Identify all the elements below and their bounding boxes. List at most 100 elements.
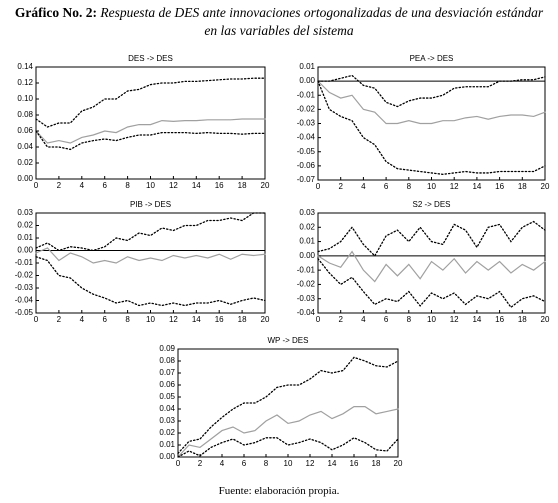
- x-tick-label: 10: [146, 315, 155, 324]
- y-tick-label: 0.01: [17, 233, 33, 242]
- y-tick-label: 0.14: [17, 62, 33, 71]
- x-tick-label: 10: [146, 181, 155, 190]
- y-tick-label: 0.09: [159, 344, 175, 353]
- y-tick-label: -0.02: [297, 104, 316, 113]
- x-tick-label: 18: [238, 181, 247, 190]
- x-tick-label: 0: [34, 181, 39, 190]
- x-tick-label: 20: [541, 315, 550, 324]
- y-tick-label: 0.00: [299, 76, 315, 85]
- series-line: [317, 74, 546, 108]
- y-tick-label: 0.03: [17, 208, 33, 217]
- x-tick-label: 14: [328, 459, 337, 468]
- y-tick-label: 0.01: [159, 440, 175, 449]
- x-tick-label: 20: [394, 459, 403, 468]
- y-tick-label: 0.02: [17, 158, 33, 167]
- x-tick-label: 0: [176, 459, 181, 468]
- x-tick-label: 8: [407, 315, 412, 324]
- x-tick-label: 6: [384, 182, 389, 191]
- x-tick-label: 12: [169, 315, 178, 324]
- series-line: [317, 80, 546, 125]
- y-tick-label: 0.08: [159, 356, 175, 365]
- x-tick-label: 6: [102, 315, 107, 324]
- x-tick-label: 2: [198, 459, 203, 468]
- x-tick-label: 4: [80, 315, 85, 324]
- y-tick-label: -0.01: [15, 258, 34, 267]
- figure-label: Gráfico No. 2:: [14, 5, 97, 20]
- series-line: [177, 437, 399, 458]
- y-tick-label: -0.04: [297, 133, 316, 142]
- y-tick-label: -0.03: [297, 294, 316, 303]
- y-tick-label: 0.07: [159, 368, 175, 377]
- figure-source: Fuente: elaboración propia.: [218, 485, 340, 497]
- x-tick-label: 2: [338, 315, 343, 324]
- y-tick-label: 0.06: [17, 126, 33, 135]
- y-tick-label: 0.00: [159, 452, 175, 461]
- series-line: [35, 130, 266, 151]
- x-tick-label: 8: [407, 182, 412, 191]
- x-tick-label: 20: [541, 182, 550, 191]
- x-tick-label: 8: [125, 181, 130, 190]
- panel-title: PIB -> DES: [130, 200, 171, 209]
- series-line: [317, 250, 546, 283]
- y-tick-label: -0.04: [297, 308, 316, 317]
- y-tick-label: -0.01: [297, 265, 316, 274]
- y-tick-label: 0.12: [17, 78, 33, 87]
- x-tick-label: 18: [372, 459, 381, 468]
- y-tick-label: 0.00: [17, 174, 33, 183]
- x-tick-label: 8: [125, 315, 130, 324]
- series-line: [35, 212, 266, 252]
- x-tick-label: 16: [215, 181, 224, 190]
- series-line: [317, 220, 546, 257]
- series-line: [35, 77, 266, 128]
- series-line: [35, 247, 266, 264]
- y-tick-label: -0.01: [297, 90, 316, 99]
- x-tick-label: 12: [450, 315, 459, 324]
- x-tick-label: 20: [261, 181, 270, 190]
- x-tick-label: 8: [264, 459, 269, 468]
- x-tick-label: 0: [316, 315, 321, 324]
- y-tick-label: -0.05: [297, 147, 316, 156]
- y-tick-label: -0.04: [15, 296, 34, 305]
- series-line: [177, 356, 399, 455]
- x-tick-label: 0: [34, 315, 39, 324]
- y-tick-label: 0.00: [299, 251, 315, 260]
- series-line: [35, 256, 266, 307]
- y-tick-label: 0.03: [299, 208, 315, 217]
- y-tick-label: -0.05: [15, 308, 34, 317]
- x-tick-label: 12: [306, 459, 315, 468]
- x-tick-label: 16: [495, 315, 504, 324]
- figure-caption-text: Respuesta de DES ante innovaciones ortog…: [100, 5, 544, 38]
- x-tick-label: 18: [238, 315, 247, 324]
- x-tick-label: 2: [338, 182, 343, 191]
- x-tick-label: 14: [472, 315, 481, 324]
- plot-frame: [35, 212, 266, 314]
- series-line: [317, 258, 546, 309]
- series-line: [177, 406, 399, 458]
- y-tick-label: 0.10: [17, 94, 33, 103]
- panel-title: WP -> DES: [268, 336, 309, 345]
- series-line: [317, 80, 546, 176]
- panel-title: S2 -> DES: [412, 200, 450, 209]
- x-tick-label: 10: [427, 182, 436, 191]
- x-tick-label: 14: [192, 315, 201, 324]
- series-line: [35, 118, 266, 144]
- y-tick-label: -0.02: [297, 280, 316, 289]
- x-tick-label: 16: [350, 459, 359, 468]
- x-tick-label: 6: [242, 459, 247, 468]
- y-tick-label: 0.04: [159, 404, 175, 413]
- y-tick-label: 0.04: [17, 142, 33, 151]
- x-tick-label: 2: [57, 315, 62, 324]
- x-tick-label: 10: [427, 315, 436, 324]
- x-tick-label: 14: [472, 182, 481, 191]
- y-tick-label: -0.02: [15, 271, 34, 280]
- x-tick-label: 18: [518, 315, 527, 324]
- y-tick-label: 0.06: [159, 380, 175, 389]
- plot-frame: [177, 348, 399, 458]
- figure-caption: Gráfico No. 2: Respuesta de DES ante inn…: [8, 4, 550, 40]
- x-tick-label: 4: [80, 181, 85, 190]
- y-tick-label: -0.07: [297, 175, 316, 184]
- x-tick-label: 6: [384, 315, 389, 324]
- x-tick-label: 4: [220, 459, 225, 468]
